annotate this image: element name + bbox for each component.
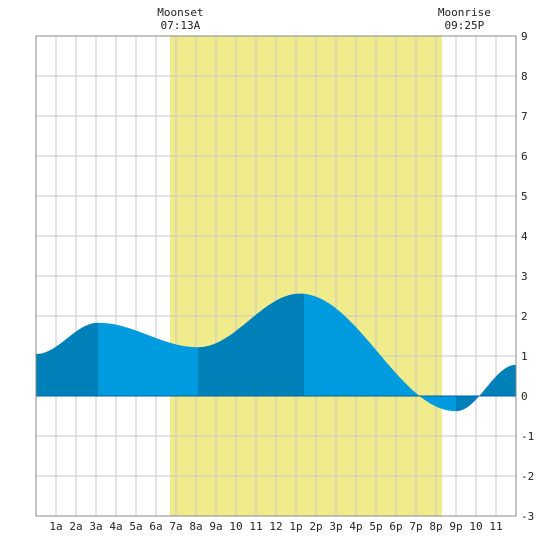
moonrise-time: 09:25P — [445, 19, 485, 32]
y-tick-label: -1 — [521, 430, 534, 443]
x-tick-label: 1a — [49, 520, 62, 533]
x-tick-label: 7p — [409, 520, 422, 533]
x-tick-label: 11 — [249, 520, 262, 533]
x-tick-label: 1p — [289, 520, 302, 533]
x-tick-label: 11 — [489, 520, 502, 533]
y-tick-label: 3 — [521, 270, 528, 283]
x-tick-label: 4p — [349, 520, 362, 533]
x-tick-label: 5p — [369, 520, 382, 533]
x-tick-label: 9a — [209, 520, 222, 533]
x-tick-label: 5a — [129, 520, 142, 533]
x-tick-label: 7a — [169, 520, 182, 533]
grid-layer — [35, 35, 517, 517]
y-tick-label: 6 — [521, 150, 528, 163]
tide-segment — [304, 293, 456, 412]
tide-segment — [198, 293, 304, 396]
y-tick-label: -2 — [521, 470, 534, 483]
moonset-title: Moonset — [157, 6, 203, 19]
x-tick-label: 10 — [229, 520, 242, 533]
y-tick-label: 2 — [521, 310, 528, 323]
x-tick-label: 3p — [329, 520, 342, 533]
tide-area-layer — [36, 293, 516, 412]
x-tick-label: 6a — [149, 520, 162, 533]
moonrise-title: Moonrise — [438, 6, 491, 19]
x-tick-label: 9p — [449, 520, 462, 533]
x-tick-labels: 1a 2a 3a 4a 5a 6a 7a 8a 9a 10 11 12 1p 2p 3p 4p 5p 6p 7p 8p… — [49, 520, 502, 533]
y-tick-label: 4 — [521, 230, 528, 243]
x-tick-label: 4a — [109, 520, 122, 533]
y-tick-label: -3 — [521, 510, 534, 523]
x-tick-label: 2a — [69, 520, 82, 533]
y-tick-labels: -3 -2 -1 0 1 2 3 4 5 6 7 8 9 — [521, 30, 534, 523]
y-tick-label: 9 — [521, 30, 528, 43]
tide-segment — [456, 364, 516, 412]
moonset-time: 07:13A — [161, 19, 201, 32]
x-tick-label: 3a — [89, 520, 102, 533]
x-tick-label: 8a — [189, 520, 202, 533]
x-tick-label: 8p — [429, 520, 442, 533]
x-tick-label: 6p — [389, 520, 402, 533]
tide-segment — [36, 322, 98, 396]
y-tick-label: 7 — [521, 110, 528, 123]
y-tick-label: 5 — [521, 190, 528, 203]
plot-frame — [35, 35, 517, 517]
y-tick-label: 0 — [521, 390, 528, 403]
x-tick-label: 10 — [469, 520, 482, 533]
y-tick-label: 8 — [521, 70, 528, 83]
tide-segment — [98, 322, 198, 396]
y-tick-label: 1 — [521, 350, 528, 363]
x-tick-label: 2p — [309, 520, 322, 533]
x-tick-label: 12 — [269, 520, 282, 533]
